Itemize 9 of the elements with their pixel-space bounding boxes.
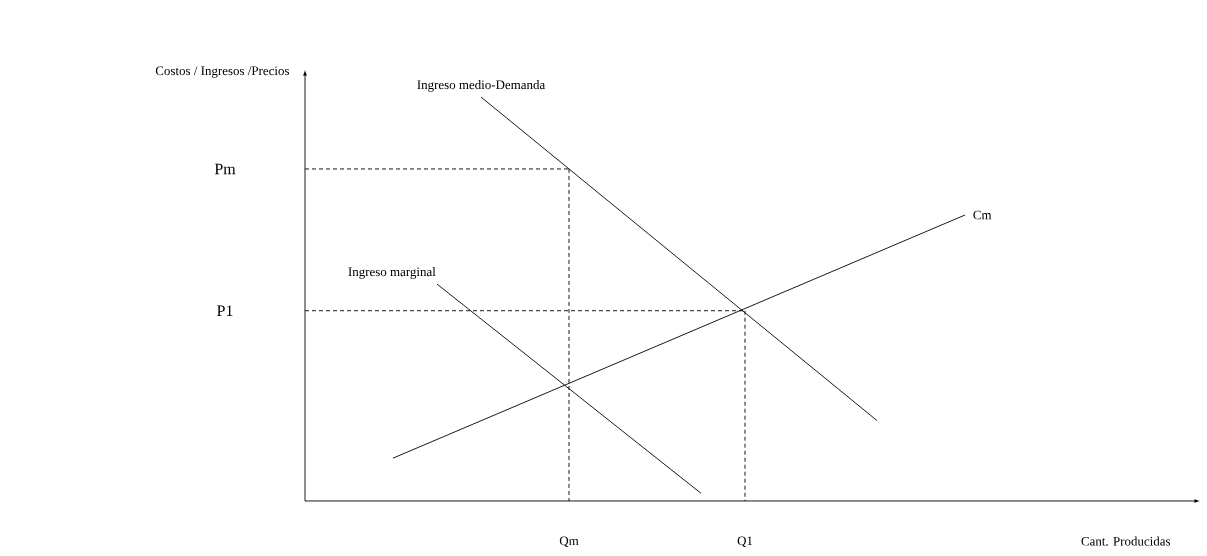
x-axis-title: Cant. Producidas	[1081, 536, 1171, 546]
y-axis-title: Costos / Ingresos /Precios	[155, 66, 290, 78]
text: P1	[217, 305, 233, 316]
series-label: Ingreso medio-Demanda	[417, 80, 546, 92]
x-tick-label: Qm	[559, 536, 579, 548]
series-label: Cm	[973, 210, 992, 220]
x-tick-label: Q1	[737, 536, 753, 548]
text: Pm	[214, 163, 236, 175]
series-label: Ingreso marginal	[348, 267, 436, 279]
